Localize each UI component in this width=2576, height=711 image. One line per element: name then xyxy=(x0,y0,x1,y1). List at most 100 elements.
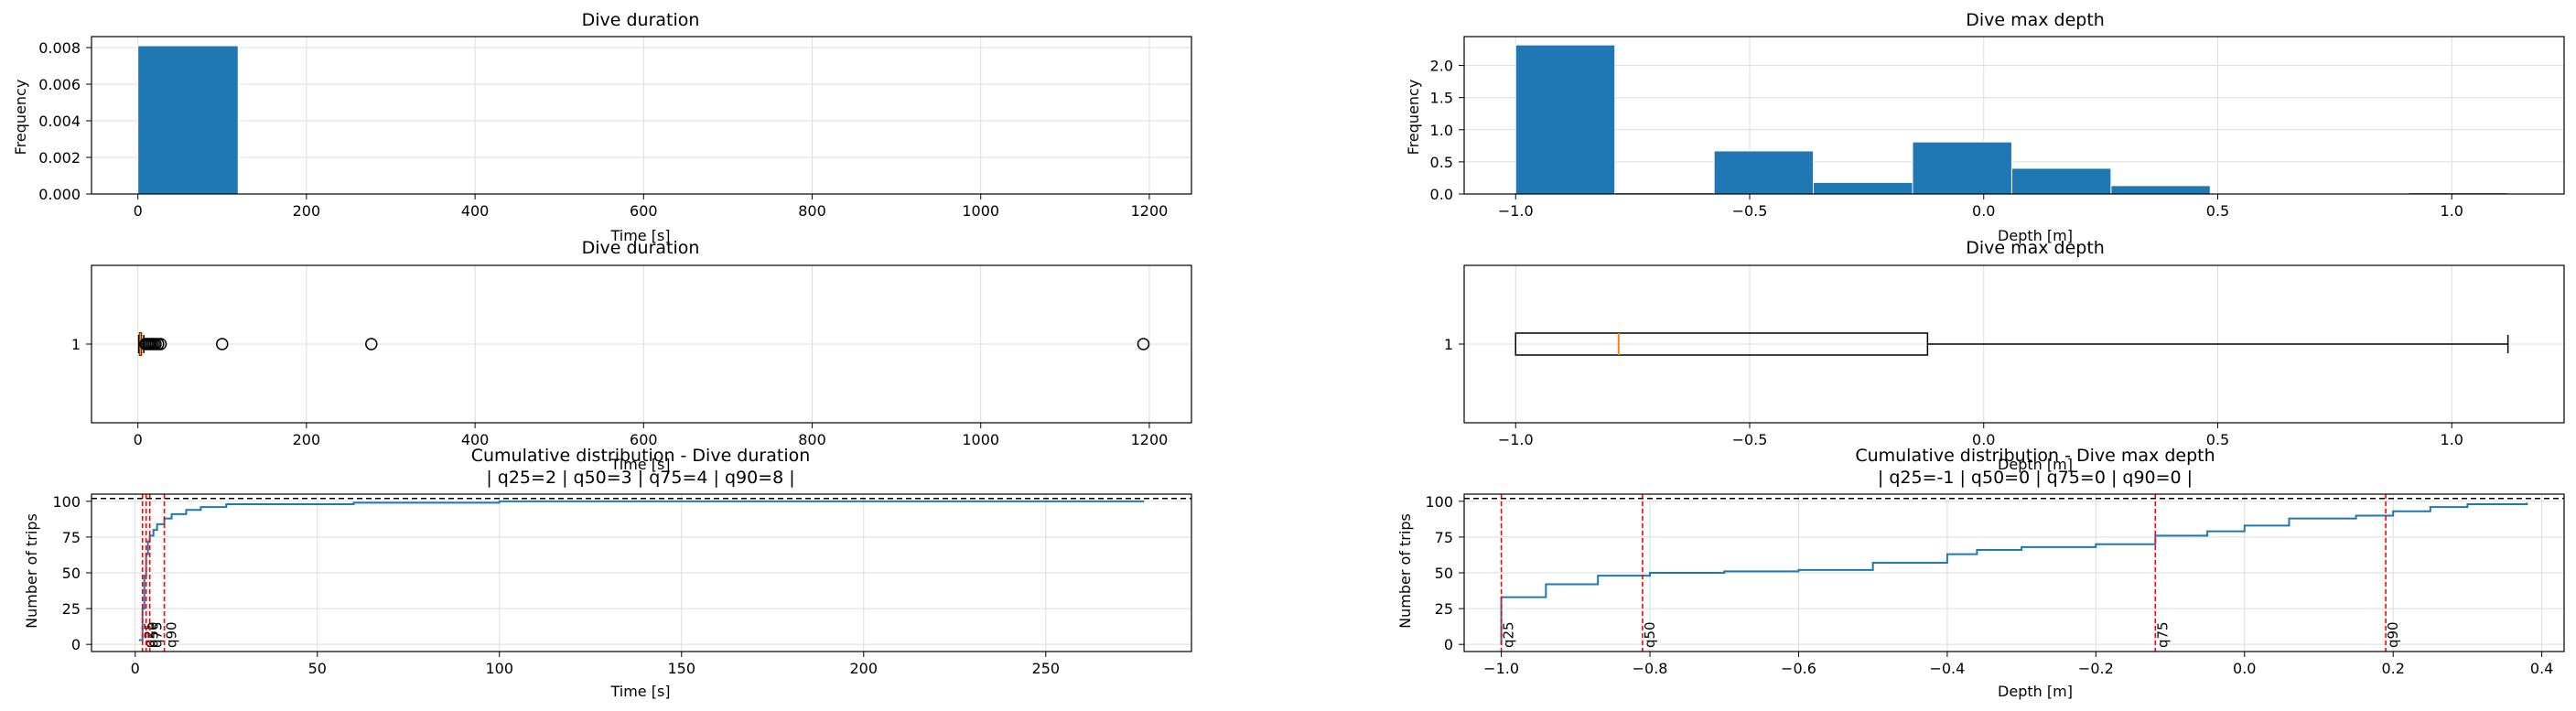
dur-box-xtick-label: 600 xyxy=(630,431,658,448)
dur-box-xtick-label: 800 xyxy=(798,431,826,448)
depth-hist-xtick-label: 1.0 xyxy=(2441,202,2463,220)
depth-box-title: Dive max depth xyxy=(1966,238,2105,258)
dur-hist-ytick-label: 0.008 xyxy=(38,39,81,57)
depth-box-xtick-label: −1.0 xyxy=(1498,431,1534,448)
depth-hist-ytick-label: 0.5 xyxy=(1430,154,1453,171)
depth-box-xlabel: Depth [m] xyxy=(1998,456,2073,473)
dur-cdf-ytick-label: 50 xyxy=(62,565,81,582)
depth-hist-bar xyxy=(1713,150,1815,195)
depth-cdf-title: Cumulative distribution - Dive max depth xyxy=(1855,446,2215,466)
dur-box-xtick-label: 400 xyxy=(461,431,490,448)
depth-cdf-ytick-label: 25 xyxy=(1435,600,1453,618)
depth-cdf-ytick-label: 100 xyxy=(1425,493,1453,511)
dur-box-xtick-label: 0 xyxy=(134,431,143,448)
depth-hist-bar xyxy=(1912,141,2012,195)
dur-hist-xtick-label: 800 xyxy=(798,202,826,220)
depth-box-xtick-label: 0.5 xyxy=(2206,431,2229,448)
depth-hist-bar xyxy=(2010,167,2112,195)
depth-hist-xtick-label: 0.0 xyxy=(1972,202,1995,220)
dur-cdf-ytick-label: 0 xyxy=(71,636,81,653)
dur-cdf-frame xyxy=(91,493,1192,652)
dur-box-flier xyxy=(365,338,378,350)
depth-cdf-ytick-label: 50 xyxy=(1435,565,1453,582)
depth-cdf-xtick-label: 0.4 xyxy=(2530,660,2553,677)
dur-cdf-xtick-label: 0 xyxy=(131,660,140,677)
depth-box-xtick-label: 1.0 xyxy=(2441,431,2463,448)
dur-box-flier xyxy=(154,338,167,350)
dur-hist-ytick-label: 0.006 xyxy=(38,76,81,93)
depth-cdf-xtick-label: −0.6 xyxy=(1781,660,1816,677)
dur-hist-ytick-label: 0.004 xyxy=(38,113,81,130)
dur-box-title: Dive duration xyxy=(582,238,700,258)
depth-cdf-ytick-label: 75 xyxy=(1435,529,1453,546)
dur-hist-ylabel: Frequency xyxy=(12,80,29,156)
dur-box-ytick-label: 1 xyxy=(71,336,81,353)
dur-box-flier xyxy=(216,338,229,350)
depth-cdf-subtitle: | q25=-1 | q50=0 | q75=0 | q90=0 | xyxy=(1878,468,2193,488)
dur-cdf-xtick-label: 50 xyxy=(308,660,327,677)
dur-cdf-xlabel: Time [s] xyxy=(609,683,670,700)
depth-hist-bar xyxy=(2110,185,2211,195)
dur-hist-xlabel: Time [s] xyxy=(609,227,670,244)
depth-cdf-xlabel: Depth [m] xyxy=(1998,683,2073,700)
dur-box-xtick-label: 1000 xyxy=(962,431,999,448)
dur-box-xtick-label: 200 xyxy=(293,431,321,448)
depth-hist-xtick-label: −0.5 xyxy=(1732,202,1768,220)
dur-cdf-quantile-label: q90 xyxy=(164,621,180,648)
dur-cdf-subtitle: | q25=2 | q50=3 | q75=4 | q90=8 | xyxy=(486,468,794,488)
depth-cdf-xtick-label: −0.2 xyxy=(2078,660,2114,677)
dur-hist-title: Dive duration xyxy=(582,10,700,30)
depth-hist-title: Dive max depth xyxy=(1966,10,2105,30)
depth-hist-ytick-label: 2.0 xyxy=(1430,58,1453,75)
dur-hist-xtick-label: 1200 xyxy=(1131,202,1169,220)
depth-cdf-ytick-label: 0 xyxy=(1444,636,1453,653)
dur-hist-xtick-label: 1000 xyxy=(962,202,999,220)
depth-cdf-quantile-label: q25 xyxy=(1501,621,1517,648)
depth-hist-xtick-label: 0.5 xyxy=(2206,202,2229,220)
dur-cdf-ytick-label: 75 xyxy=(62,529,81,546)
dur-hist-ytick-label: 0.000 xyxy=(38,186,81,203)
dur-cdf-ytick-label: 100 xyxy=(52,493,81,511)
dur-cdf-xtick-label: 150 xyxy=(668,660,696,677)
depth-cdf-xtick-label: −0.4 xyxy=(1929,660,1965,677)
depth-cdf-line xyxy=(1500,502,2528,645)
depth-hist-xlabel: Depth [m] xyxy=(1998,227,2073,244)
depth-cdf-quantile-label: q75 xyxy=(2154,621,2171,648)
depth-box-box xyxy=(1514,332,1929,356)
dur-cdf-line xyxy=(138,500,1145,641)
dur-box-flier xyxy=(1137,338,1150,350)
depth-cdf-frame xyxy=(1463,493,2565,652)
depth-hist-frame xyxy=(1463,36,2565,195)
dur-hist-frame xyxy=(91,36,1192,195)
depth-hist-ylabel: Frequency xyxy=(1405,80,1422,156)
depth-hist-ytick-label: 1.0 xyxy=(1430,122,1453,139)
depth-cdf-quantile-label: q50 xyxy=(1642,621,1658,648)
dur-cdf-xtick-label: 200 xyxy=(850,660,878,677)
depth-box-ytick-label: 1 xyxy=(1444,336,1453,353)
dur-box-xlabel: Time [s] xyxy=(609,456,670,473)
depth-box-xtick-label: −0.5 xyxy=(1732,431,1768,448)
dur-cdf-xtick-label: 250 xyxy=(1032,660,1061,677)
depth-hist-bar xyxy=(1813,181,1913,195)
depth-box-xtick-label: 0.0 xyxy=(1972,431,1995,448)
depth-cdf-ylabel: Number of trips xyxy=(1396,513,1414,629)
dur-cdf-ytick-label: 25 xyxy=(62,600,81,618)
depth-hist-ytick-label: 1.5 xyxy=(1430,90,1453,107)
depth-cdf-xtick-label: −1.0 xyxy=(1483,660,1519,677)
depth-cdf-xtick-label: 0.0 xyxy=(2233,660,2256,677)
depth-hist-bar xyxy=(1514,44,1616,195)
dur-hist-xtick-label: 200 xyxy=(293,202,321,220)
depth-box-frame xyxy=(1463,264,2565,424)
depth-hist-xtick-label: −1.0 xyxy=(1498,202,1534,220)
depth-cdf-xtick-label: −0.8 xyxy=(1633,660,1668,677)
dur-hist-ytick-label: 0.002 xyxy=(38,149,81,167)
depth-cdf-xtick-label: 0.2 xyxy=(2381,660,2404,677)
dur-cdf-title: Cumulative distribution - Dive duration xyxy=(471,446,811,466)
dur-hist-xtick-label: 400 xyxy=(461,202,490,220)
dur-hist-xtick-label: 600 xyxy=(630,202,658,220)
dur-cdf-xtick-label: 100 xyxy=(486,660,514,677)
depth-cdf-quantile-label: q90 xyxy=(2385,621,2401,648)
dur-cdf-quantile-label: q75 xyxy=(149,621,166,648)
dur-box-frame xyxy=(91,264,1192,424)
